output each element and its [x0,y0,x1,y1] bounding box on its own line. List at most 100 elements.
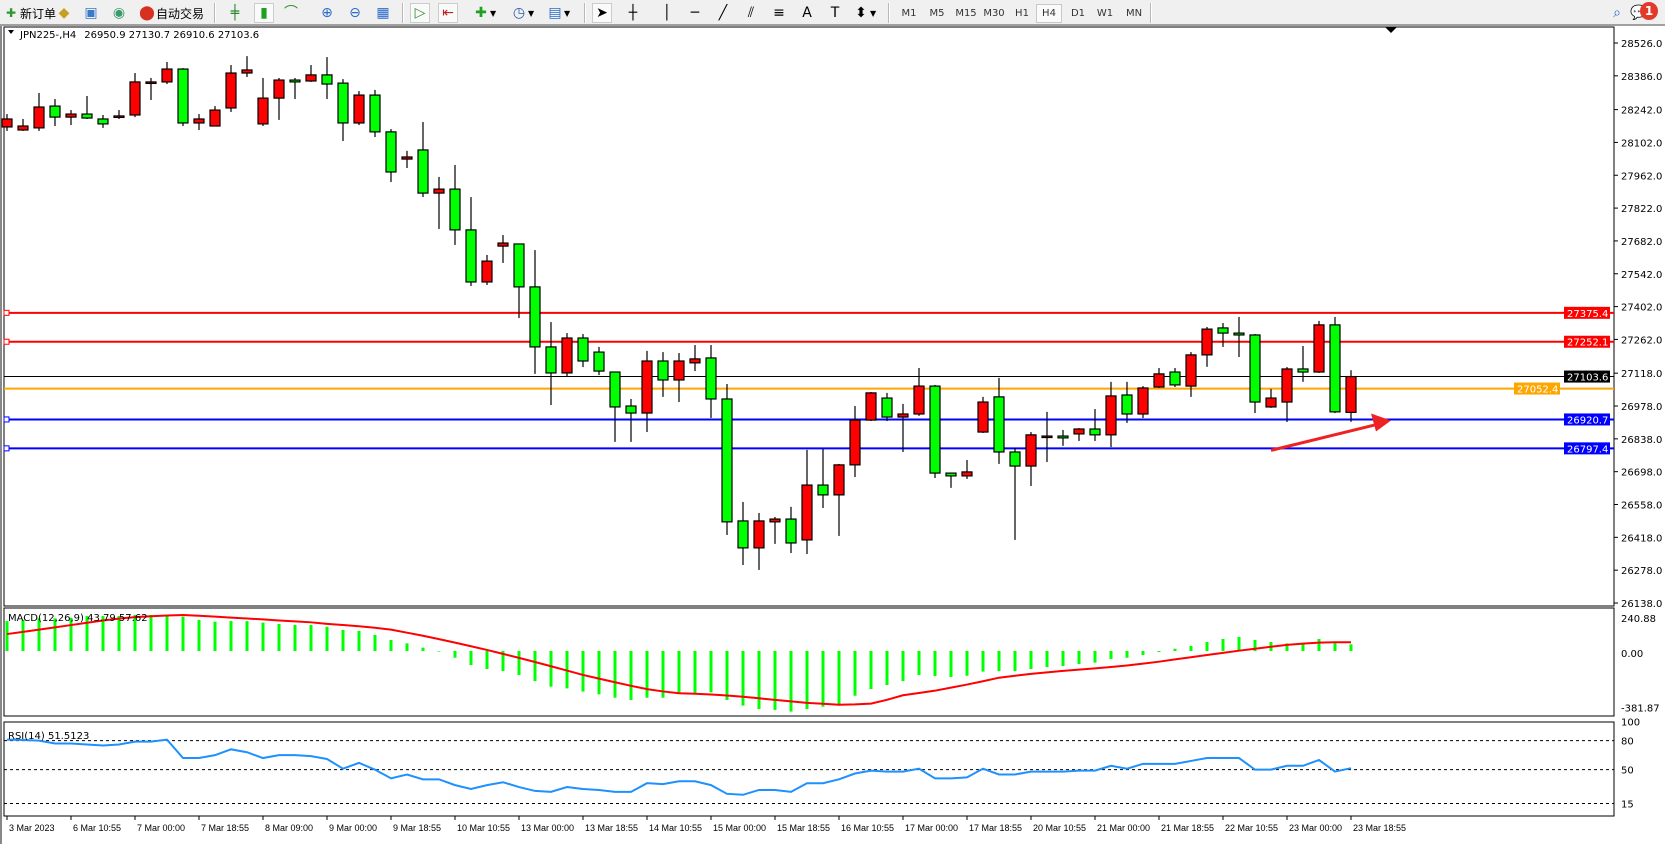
candle-bear [545,346,557,374]
candlestick-button[interactable]: ▮ [254,3,274,23]
text-button[interactable]: A [798,3,816,23]
rsi-axis-label: 100 [1621,717,1640,728]
candle-bull [961,471,973,477]
equidistant-channel-button[interactable]: ⫽ [742,3,760,23]
candle-bear [1249,334,1261,403]
periods-button[interactable]: ◷ ▼ [510,3,534,23]
candle-bear [1217,327,1229,334]
fibonacci-button[interactable]: ≡ [770,3,788,23]
macd-histogram-bar [789,651,793,712]
candle-bull [1025,434,1037,467]
horizontal-line-button[interactable]: ─ [686,3,704,23]
timeframe-h4[interactable]: H4 [1036,4,1062,23]
timeframe-m30[interactable]: M30 [983,8,1005,19]
macd-histogram-bar [133,614,137,651]
candle-bear [369,94,381,133]
fibonacci-icon: ≡ [773,5,785,21]
zoom-out-button[interactable]: ⊖ [346,3,364,23]
timeframe-m1[interactable]: M1 [901,8,917,19]
timeframe-d1[interactable]: D1 [1070,8,1086,19]
timeframe-m5[interactable]: M5 [929,8,945,19]
trendline-button[interactable]: ╱ [714,3,732,23]
macd-histogram-bar [917,651,921,675]
macd-histogram-bar [21,620,25,651]
arrows-button[interactable]: ⬍ ▼ [852,3,876,23]
chart-menu-triangle-icon[interactable] [8,30,14,34]
macd-axis-label: 0.00 [1621,649,1643,660]
cursor-button[interactable]: ➤ [592,3,612,23]
price-axis-label: 27118.0 [1621,369,1662,380]
line-chart-button[interactable]: ⌒ [282,3,300,23]
macd-histogram-bar [709,651,713,693]
crosshair-button[interactable]: ┼ [624,3,642,23]
macd-histogram-bar [773,651,777,710]
chart-shift-button[interactable]: ⇤ [438,3,458,23]
candle-bull [209,109,221,127]
macd-histogram-bar [469,651,473,666]
price-label-bg [1564,370,1610,383]
candle-bear [513,243,525,288]
toolbar-separator [402,3,404,23]
time-axis-label: 3 Mar 2023 [9,823,55,833]
candle-bear [609,371,621,408]
macd-histogram-bar [1109,651,1113,659]
search-icon: ⌕ [1613,5,1621,21]
macd-histogram-bar [341,629,345,651]
macd-pane [5,613,1353,712]
macd-histogram-bar [981,651,985,672]
candle-bear [993,396,1005,453]
candle-bull [1313,324,1325,373]
search-button[interactable]: ⌕ [1608,3,1626,23]
rsi-axis-label: 80 [1621,737,1634,748]
vertical-line-button[interactable]: │ [658,3,676,23]
macd-histogram-bar [581,651,585,692]
candle-bear [705,357,717,400]
price-axis-label: 27542.0 [1621,270,1662,281]
rsi-axis-label: 50 [1621,766,1634,777]
timeframe-m15[interactable]: M15 [955,8,977,19]
chart-window[interactable]: 28526.0 28386.0 28242.0 28102.0 27962.0 27822… [0,26,1665,844]
macd-histogram-bar [405,643,409,651]
candle-bull [497,242,509,247]
templates-button[interactable]: ▤ ▼ [546,3,570,23]
equidistant-channel-icon: ⫽ [747,5,755,21]
candle-bull [673,360,685,381]
price-axis-label: 28242.0 [1621,106,1662,117]
macd-histogram-bar [533,651,537,682]
time-axis-label: 20 Mar 10:55 [1033,823,1086,833]
candle-bull [833,464,845,496]
chart-header-symbol: JPN225-,H4 26950.9 27130.7 26910.6 27103.… [19,30,259,41]
new-order-button[interactable]: ✚ 新订单 [2,3,56,23]
chart-shift-marker-icon[interactable] [1385,27,1397,33]
navigator-button[interactable]: ▣ [82,3,100,23]
annotation-arrow-shaft [1270,422,1378,452]
price-label: 27252.1 [1567,338,1608,349]
dropdown-arrow-icon: ▼ [490,8,497,18]
candle-bull [33,106,45,129]
time-axis-label: 21 Mar 18:55 [1161,823,1214,833]
candle-bull [1345,375,1357,413]
zoom-in-button[interactable]: ⊕ [318,3,336,23]
auto-trading-button[interactable]: ⬤ 自动交易 [138,3,204,23]
signals-button[interactable]: ◉ [110,3,128,23]
macd-histogram-bar [1237,636,1241,651]
market-watch-button[interactable]: ◆ [55,3,73,23]
vertical-line-icon: │ [662,5,672,21]
zoom-in-icon: ⊕ [321,5,333,21]
macd-histogram-bar [1221,638,1225,651]
tile-windows-button[interactable]: ▦ [374,3,392,23]
new-chart-button[interactable]: ✚ ▼ [472,3,496,23]
timeframe-mn[interactable]: MN [1125,8,1143,19]
auto-trading-label: 自动交易 [156,6,205,21]
macd-histogram-bar [229,621,233,651]
price-axis-label: 26558.0 [1621,501,1662,512]
text-label-button[interactable]: T [826,3,844,23]
auto-scroll-button[interactable]: ▷ [410,3,430,23]
time-axis-label: 22 Mar 10:55 [1225,823,1278,833]
bar-chart-button[interactable]: ╪ [226,3,244,23]
timeframe-w1[interactable]: W1 [1096,8,1114,19]
timeframe-h1[interactable]: H1 [1015,8,1029,19]
time-axis-label: 7 Mar 00:00 [137,823,185,833]
candle-bull [17,125,29,131]
dropdown-arrow-icon: ▼ [564,8,571,18]
